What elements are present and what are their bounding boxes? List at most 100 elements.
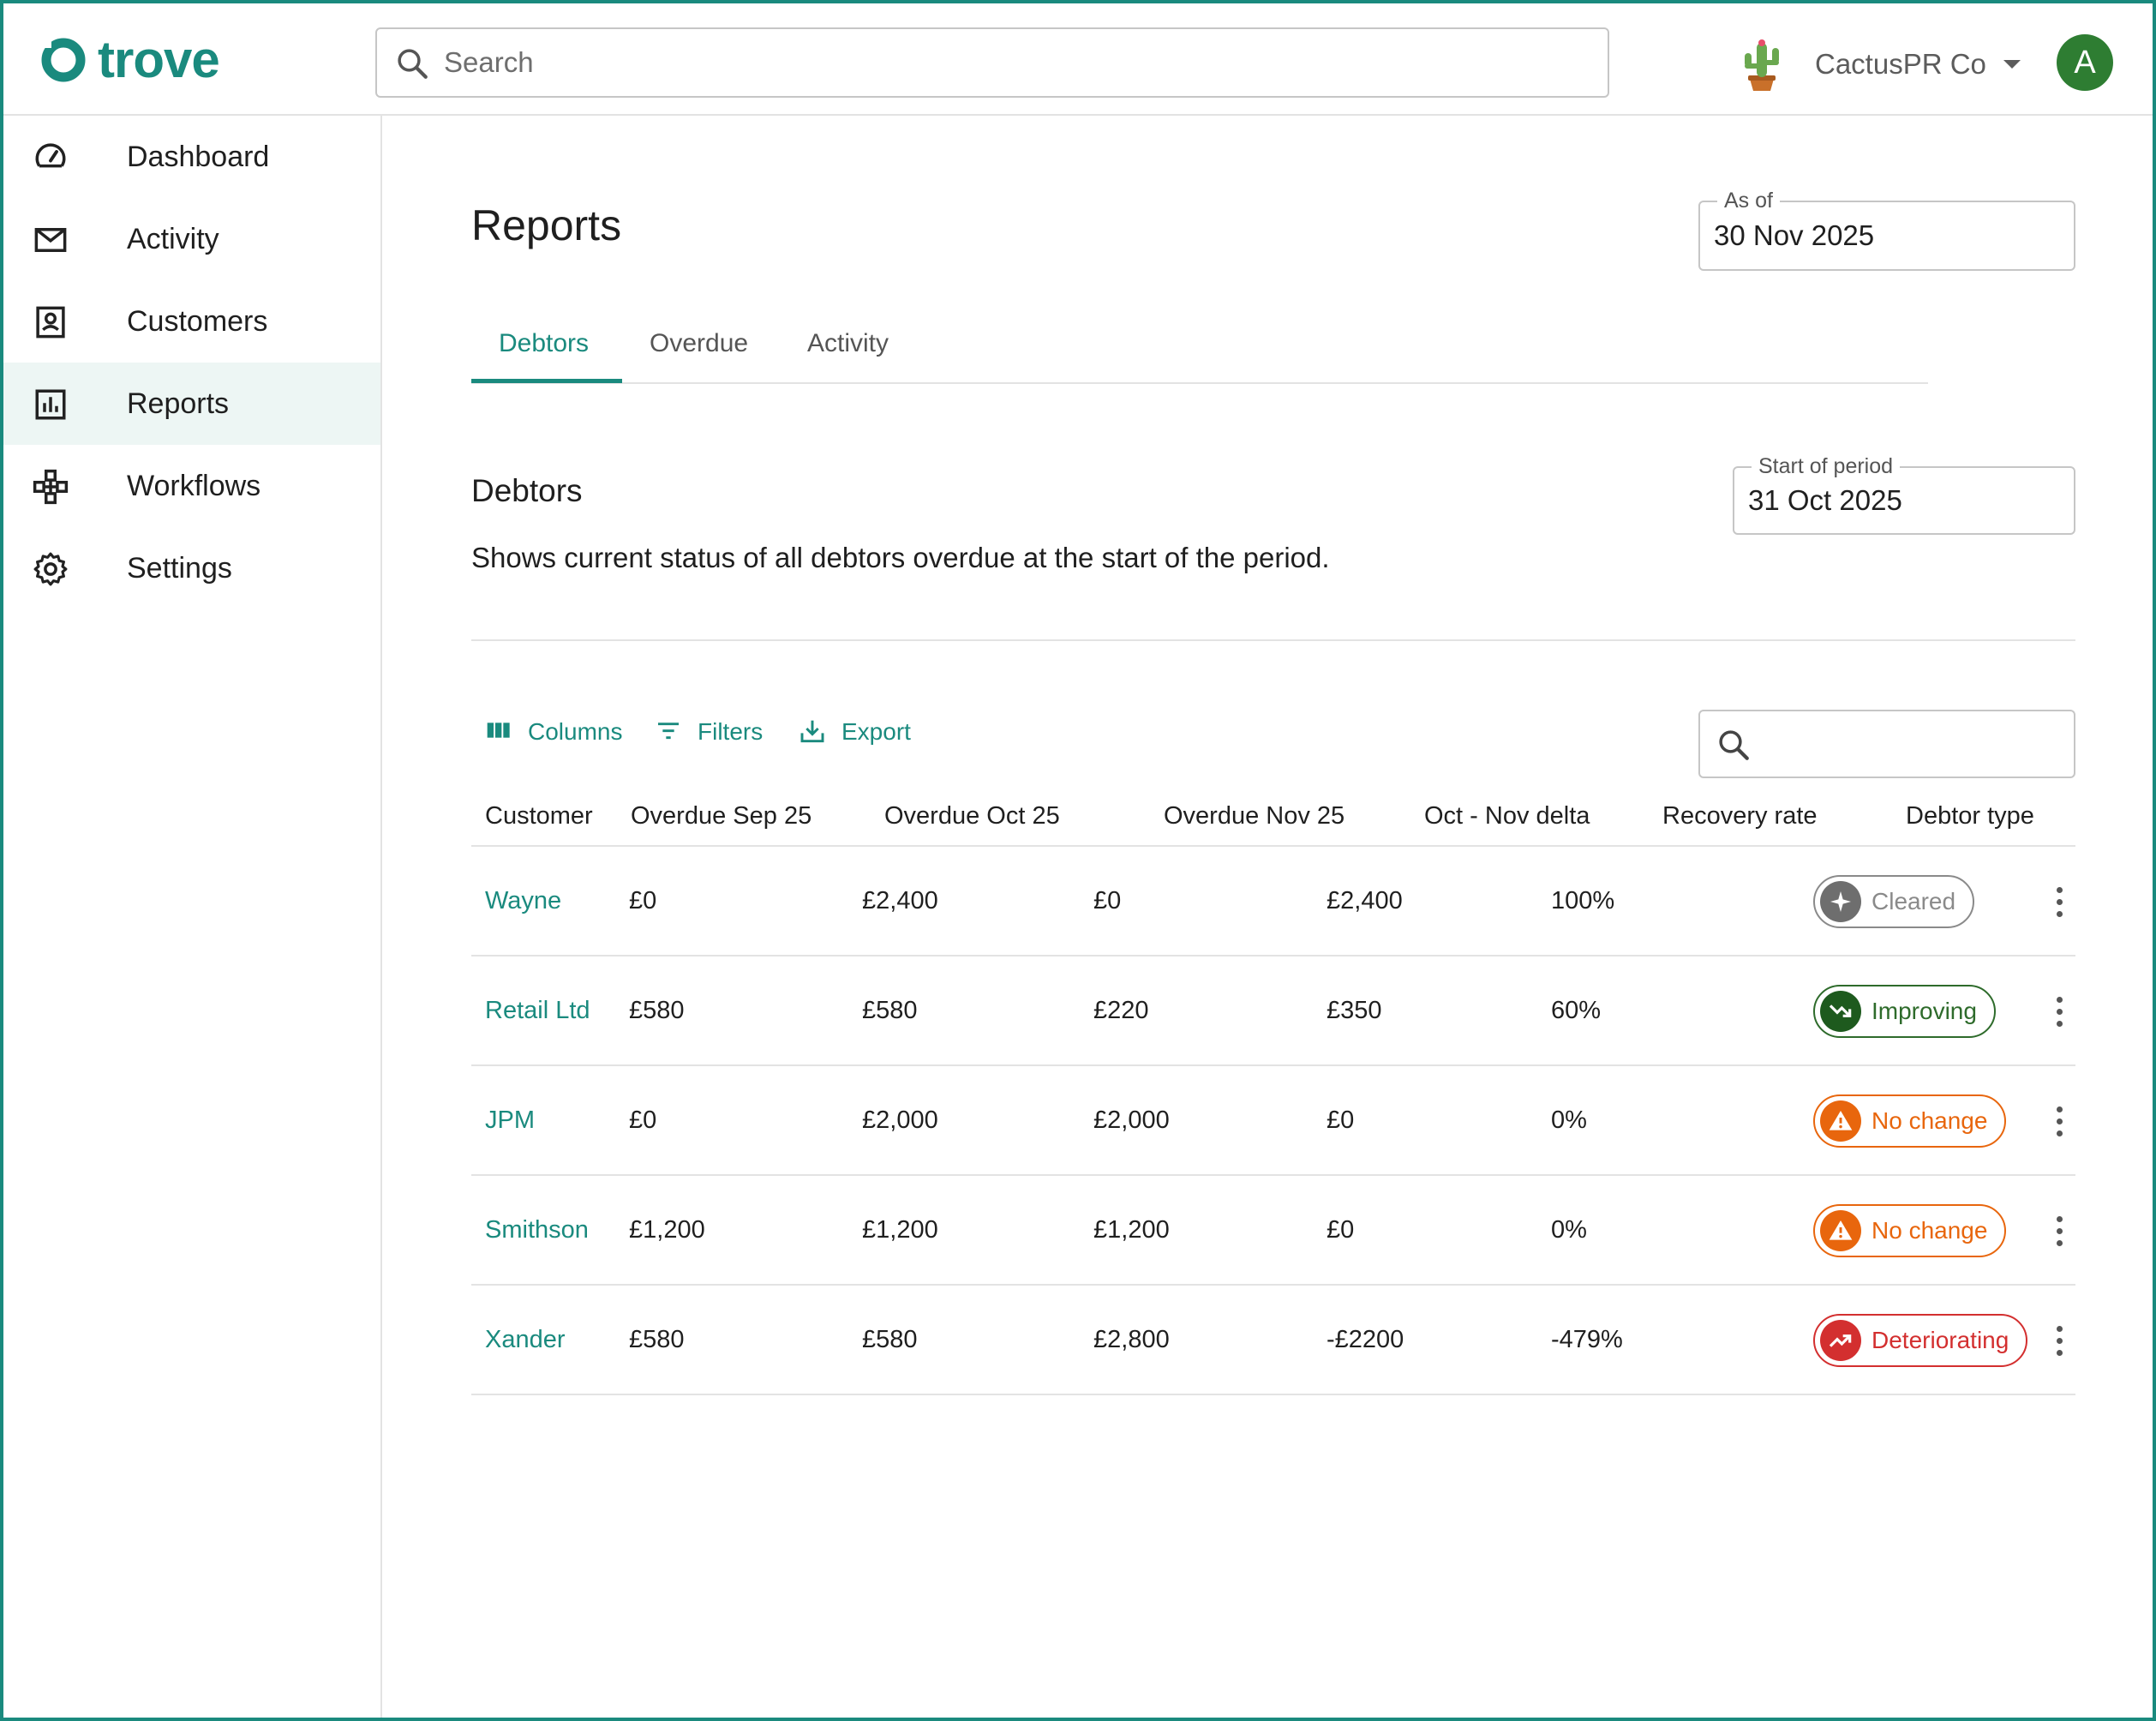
global-search: [375, 27, 1609, 98]
sidebar-item-activity[interactable]: Activity: [3, 198, 380, 280]
status-badge-label: Improving: [1872, 998, 1977, 1024]
row-actions-menu-icon[interactable]: [2046, 1094, 2072, 1148]
status-badge-improving: Improving: [1813, 985, 1996, 1038]
workflow-icon: [33, 469, 69, 505]
status-badge-label: No change: [1872, 1107, 1988, 1134]
delta-cell: £0: [1327, 1106, 1355, 1134]
column-header-customer[interactable]: Customer: [485, 802, 593, 830]
section-divider: [471, 639, 2075, 641]
overdue-sep-cell: £1,200: [629, 1215, 705, 1244]
recovery-rate-cell: 0%: [1551, 1215, 1587, 1244]
top-bar: trove CactusPR Co A: [3, 3, 2153, 116]
status-badge-no-change: No change: [1813, 1094, 2007, 1148]
column-header-overdue-nov[interactable]: Overdue Nov 25: [1164, 802, 1345, 830]
tab-debtors[interactable]: Debtors: [499, 329, 590, 357]
sidebar-item-label: Dashboard: [127, 140, 270, 173]
org-switcher[interactable]: CactusPR Co: [1738, 34, 2021, 94]
table-row: Xander £580 £580 £2,800 -£2200 -479% Det…: [471, 1286, 2075, 1395]
customer-link[interactable]: Wayne: [485, 886, 562, 914]
sidebar-item-workflows[interactable]: Workflows: [3, 445, 380, 527]
as-of-value: 30 Nov 2025: [1714, 219, 1875, 251]
logo[interactable]: trove: [39, 31, 220, 88]
section-description: Shows current status of all debtors over…: [471, 542, 1330, 573]
column-header-delta[interactable]: Oct - Nov delta: [1424, 802, 1590, 830]
sidebar-item-customers[interactable]: Customers: [3, 280, 380, 363]
delta-cell: -£2200: [1327, 1325, 1404, 1353]
as-of-date-field[interactable]: As of 30 Nov 2025: [1698, 189, 2075, 271]
overdue-oct-cell: £580: [862, 1325, 918, 1353]
mail-icon: [34, 228, 67, 252]
delta-cell: £2,400: [1327, 886, 1403, 914]
download-icon: [800, 720, 824, 743]
export-button[interactable]: Export: [799, 718, 911, 746]
column-header-overdue-sep[interactable]: Overdue Sep 25: [631, 802, 812, 830]
sidebar-item-label: Customers: [127, 304, 268, 338]
avatar[interactable]: A: [2057, 34, 2113, 91]
overdue-nov-cell: £2,000: [1093, 1106, 1170, 1134]
export-label: Export: [841, 718, 911, 745]
tab-activity[interactable]: Activity: [807, 329, 889, 357]
table-row: Wayne £0 £2,400 £0 £2,400 100% Cleared: [471, 847, 2075, 956]
overdue-nov-cell: £1,200: [1093, 1215, 1170, 1244]
row-actions-menu-icon[interactable]: [2046, 1204, 2072, 1257]
filters-button[interactable]: Filters: [655, 718, 763, 746]
row-actions-menu-icon[interactable]: [2046, 985, 2072, 1038]
status-badge-label: No change: [1872, 1217, 1988, 1244]
overdue-nov-cell: £0: [1093, 886, 1122, 914]
bar-chart-icon: [35, 389, 66, 420]
column-header-overdue-oct[interactable]: Overdue Oct 25: [884, 802, 1060, 830]
speedometer-icon: [35, 143, 66, 168]
customer-link[interactable]: Retail Ltd: [485, 996, 590, 1024]
column-header-debtor-type[interactable]: Debtor type: [1906, 802, 2034, 830]
search-icon: [1719, 730, 1749, 760]
column-header-recovery-rate[interactable]: Recovery rate: [1662, 802, 1818, 830]
row-actions-menu-icon[interactable]: [2046, 875, 2072, 928]
overdue-nov-cell: £2,800: [1093, 1325, 1170, 1353]
table-row: Smithson £1,200 £1,200 £1,200 £0 0% No c…: [471, 1176, 2075, 1286]
customer-link[interactable]: JPM: [485, 1106, 535, 1134]
filters-label: Filters: [698, 718, 764, 745]
gear-icon: [33, 552, 68, 586]
active-tab-indicator: [471, 379, 622, 383]
filter-icon: [658, 723, 679, 740]
sidebar-item-label: Workflows: [127, 469, 261, 502]
contact-card-icon: [36, 306, 65, 339]
recovery-rate-cell: 60%: [1551, 996, 1602, 1024]
status-badge-label: Deteriorating: [1872, 1327, 2009, 1353]
trending-down-icon: [1820, 991, 1861, 1032]
overdue-nov-cell: £220: [1093, 996, 1149, 1024]
logo-text: trove: [98, 31, 220, 88]
section-title: Debtors: [471, 473, 583, 508]
table-search-input[interactable]: [1698, 710, 2075, 778]
search-input[interactable]: [444, 29, 1592, 96]
org-name: CactusPR Co: [1815, 48, 1986, 80]
start-of-period-label: Start of period: [1752, 454, 1901, 479]
tab-overdue[interactable]: Overdue: [650, 329, 749, 357]
columns-button[interactable]: Columns: [485, 718, 622, 746]
overdue-oct-cell: £2,000: [862, 1106, 938, 1134]
overdue-oct-cell: £580: [862, 996, 918, 1024]
status-badge-label: Cleared: [1872, 888, 1956, 914]
sidebar-item-reports[interactable]: Reports: [3, 363, 380, 445]
recovery-rate-cell: 100%: [1551, 886, 1615, 914]
trove-logo-icon: [41, 38, 86, 82]
sidebar-item-settings[interactable]: Settings: [3, 527, 380, 609]
sidebar: Dashboard Activity Customers Reports: [3, 116, 382, 1718]
recovery-rate-cell: 0%: [1551, 1106, 1587, 1134]
as-of-label: As of: [1717, 189, 1780, 213]
customer-link[interactable]: Smithson: [485, 1215, 589, 1244]
status-badge-deteriorating: Deteriorating: [1813, 1314, 2028, 1367]
customer-link[interactable]: Xander: [485, 1325, 566, 1353]
start-of-period-field[interactable]: Start of period 31 Oct 2025: [1733, 454, 2075, 535]
start-of-period-value: 31 Oct 2025: [1748, 484, 1902, 516]
trending-up-icon: [1820, 1320, 1861, 1361]
columns-label: Columns: [528, 718, 623, 745]
search-icon: [398, 49, 428, 79]
status-badge-no-change: No change: [1813, 1204, 2007, 1257]
delta-cell: £350: [1327, 996, 1382, 1024]
sidebar-item-label: Settings: [127, 551, 232, 585]
row-actions-menu-icon[interactable]: [2046, 1314, 2072, 1367]
sidebar-item-dashboard[interactable]: Dashboard: [3, 116, 380, 198]
overdue-sep-cell: £0: [629, 886, 657, 914]
